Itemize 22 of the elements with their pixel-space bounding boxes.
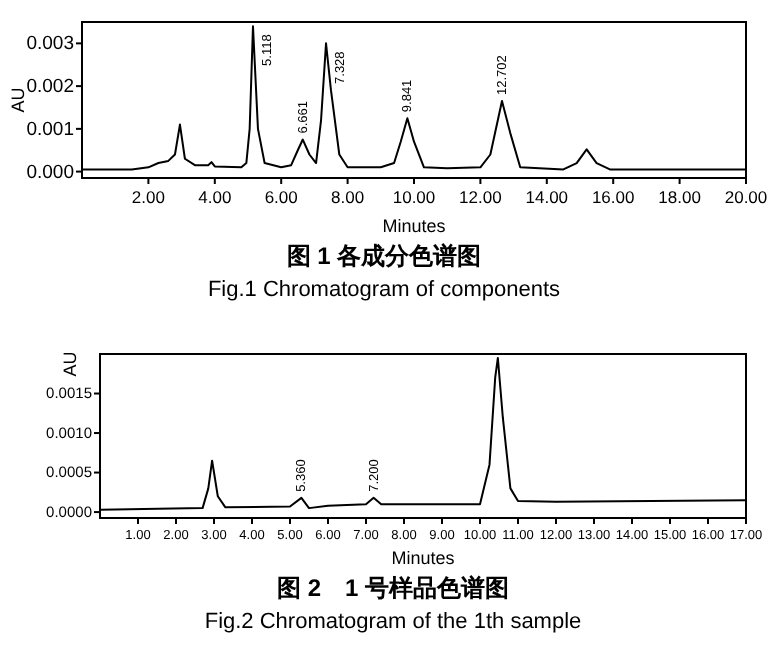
- x-tick-label: 6.00: [264, 187, 299, 207]
- x-tick-label: 18.00: [658, 187, 702, 207]
- text: 图 2 1 号样品色谱图: [276, 574, 510, 602]
- text: Fig.1 Chromatogram of components: [207, 278, 562, 302]
- x-tick-label: 4.00: [198, 187, 232, 207]
- x-tick-label: 14.00: [525, 187, 569, 207]
- y-tick-label: 0.000: [26, 161, 74, 184]
- x-tick-label: 2.00: [131, 187, 166, 207]
- y-axis-title: AU: [60, 351, 80, 377]
- y-axis-title: AU: [8, 87, 28, 113]
- x-axis-title: Minutes: [391, 548, 456, 568]
- y-tick-label: 0.001: [26, 118, 74, 141]
- text: Fig.2 Chromatogram of the 1th sample: [204, 610, 582, 634]
- text: 图 1 各成分色谱图: [286, 242, 482, 270]
- y-tick-label: 0.002: [26, 76, 74, 99]
- x-tick-label: 8.00: [331, 187, 365, 207]
- x-tick-label: 12.00: [459, 187, 503, 207]
- x-tick-label: 16.00: [591, 187, 636, 207]
- x-tick-label: 20.00: [724, 187, 768, 207]
- y-tick-label: 0.003: [26, 33, 74, 56]
- x-tick-label: 10.00: [392, 187, 436, 207]
- x-axis-title: Minutes: [382, 216, 447, 236]
